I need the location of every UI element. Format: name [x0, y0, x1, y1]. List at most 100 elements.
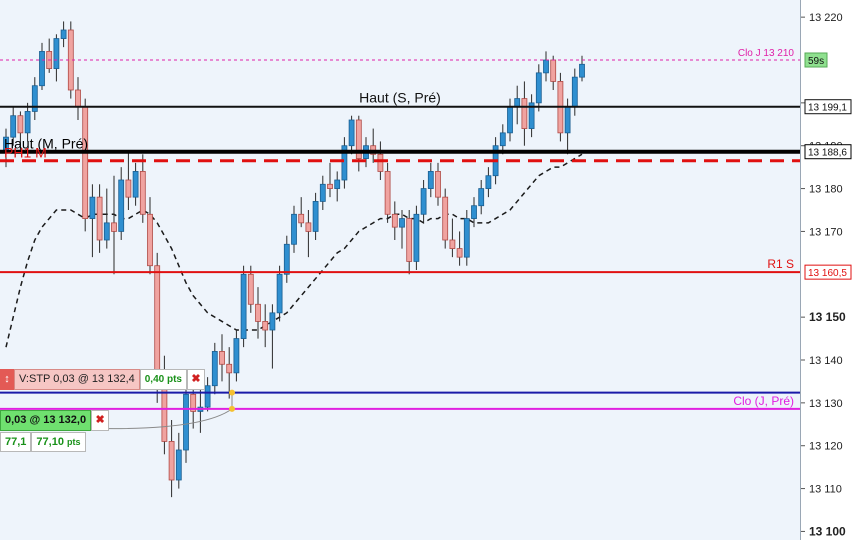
candle-body — [485, 175, 492, 189]
candle-body — [31, 85, 38, 112]
level-label-0: Clo J 13 210 — [738, 48, 795, 59]
candle-body — [543, 59, 549, 74]
candle-body — [233, 338, 240, 374]
candle-body — [456, 248, 463, 258]
candle-body — [442, 196, 449, 241]
candle-body — [499, 132, 506, 147]
position-ticket[interactable]: 0,03 @ 13 132,0 ✖ 77,1 77,10 pts — [0, 410, 110, 452]
candle-body — [118, 179, 125, 232]
level-label-6: Clo (J, Pré) — [733, 394, 794, 408]
candle-body — [53, 38, 60, 69]
candle-body — [82, 106, 89, 219]
candle-body — [132, 171, 139, 198]
candle-body — [435, 171, 441, 198]
candle-body — [262, 321, 269, 331]
candle-body — [312, 201, 319, 232]
candle-body — [10, 115, 17, 138]
candle-body — [291, 213, 297, 245]
pnl-points-unit: pts — [67, 437, 81, 447]
candle-body — [226, 363, 233, 374]
axis-tick-label: 13 140 — [809, 355, 843, 367]
candle-body — [564, 106, 571, 134]
price-tag-0: 59s — [808, 56, 824, 67]
price-tag-1: 13 199,1 — [808, 103, 847, 114]
candle-body — [298, 213, 305, 224]
candle-body — [319, 183, 326, 202]
pnl-value: 77,1 — [0, 432, 32, 452]
candle-body — [190, 393, 197, 412]
candle-body — [550, 59, 557, 82]
candle-body — [96, 196, 103, 241]
candle-body — [39, 51, 45, 87]
candle-body — [111, 222, 117, 232]
candle-body — [211, 351, 218, 387]
candle-body — [240, 273, 247, 339]
pnl-points-value: 77,10 — [36, 436, 64, 448]
candle-body — [219, 351, 225, 365]
candle-body — [168, 441, 175, 481]
stop-order-label[interactable]: V:STP 0,03 @ 13 132,4 — [14, 369, 140, 390]
candle-body — [75, 89, 81, 108]
candle-body — [413, 213, 420, 262]
candle-body — [183, 393, 189, 451]
axis-tick-label: 13 100 — [809, 524, 846, 538]
axis-tick-label: 13 180 — [809, 184, 843, 196]
price-tag-bg-4 — [804, 264, 852, 280]
candle-body — [535, 72, 542, 104]
close-position-icon[interactable]: ✖ — [91, 410, 110, 431]
candle-body — [348, 119, 355, 147]
level-label-1: Haut (S, Pré) — [359, 90, 441, 106]
position-label[interactable]: 0,03 @ 13 132,0 — [0, 410, 92, 431]
price-tag-bg-1 — [804, 99, 852, 115]
candle-body — [521, 98, 528, 129]
stop-order-ticket[interactable]: ↕ V:STP 0,03 @ 13 132,4 0,40 pts ✖ — [0, 369, 205, 390]
candle-body — [276, 273, 283, 314]
level-label-3: PH1 M — [4, 145, 47, 161]
level-label-4: R1 S — [767, 257, 794, 271]
candle-body — [269, 312, 276, 331]
stop-order-marker[interactable] — [229, 389, 235, 396]
candle-body — [147, 213, 153, 267]
candle-body — [60, 29, 67, 39]
price-tag-4: 13 160,5 — [808, 268, 847, 279]
candle-body — [463, 218, 470, 258]
candle-body — [247, 273, 254, 305]
candle-body — [327, 183, 333, 189]
axis-tick-label: 13 130 — [809, 398, 843, 410]
candle-body — [103, 222, 110, 241]
candle-body — [139, 171, 146, 215]
candle-body — [384, 171, 391, 215]
candle-body — [161, 381, 168, 442]
price-chart[interactable]: Clo J 13 210 Haut (S, Pré) Haut (M, Pré)PH… — [0, 0, 800, 540]
candle-body — [305, 222, 312, 232]
candle-body — [406, 218, 413, 262]
candle-body — [420, 188, 427, 215]
axis-tick-label: 13 120 — [809, 441, 843, 453]
price-tag-bg-2 — [804, 144, 852, 160]
candle-body — [427, 171, 434, 189]
pnl-points: 77,10 pts — [31, 432, 86, 452]
candle-body — [571, 76, 578, 108]
price-tag-2: 13 188,6 — [808, 148, 847, 159]
candle-body — [528, 102, 535, 129]
stop-distance-points: 0,40 pts — [139, 369, 187, 390]
candle-body — [283, 243, 290, 275]
axis-tick-label: 13 110 — [809, 484, 842, 496]
position-entry-marker[interactable] — [229, 405, 235, 412]
price-tag-bg-0 — [804, 52, 828, 68]
candle-body — [154, 265, 161, 382]
axis-tick-label: 13 220 — [809, 12, 843, 24]
candle-body — [17, 115, 24, 134]
candle-body — [334, 179, 341, 189]
axis-tick-label: 13 150 — [809, 310, 846, 324]
drag-handle-icon[interactable]: ↕ — [0, 369, 14, 390]
candle-body — [89, 196, 96, 219]
candle-body — [449, 239, 456, 249]
candle-body — [24, 111, 31, 134]
cancel-stop-icon[interactable]: ✖ — [187, 369, 205, 390]
plot-area[interactable]: Clo J 13 210 Haut (S, Pré) Haut (M, Pré) PH… — [0, 0, 800, 540]
axis-tick-label: 13 170 — [809, 226, 843, 238]
candle-body — [507, 106, 513, 134]
